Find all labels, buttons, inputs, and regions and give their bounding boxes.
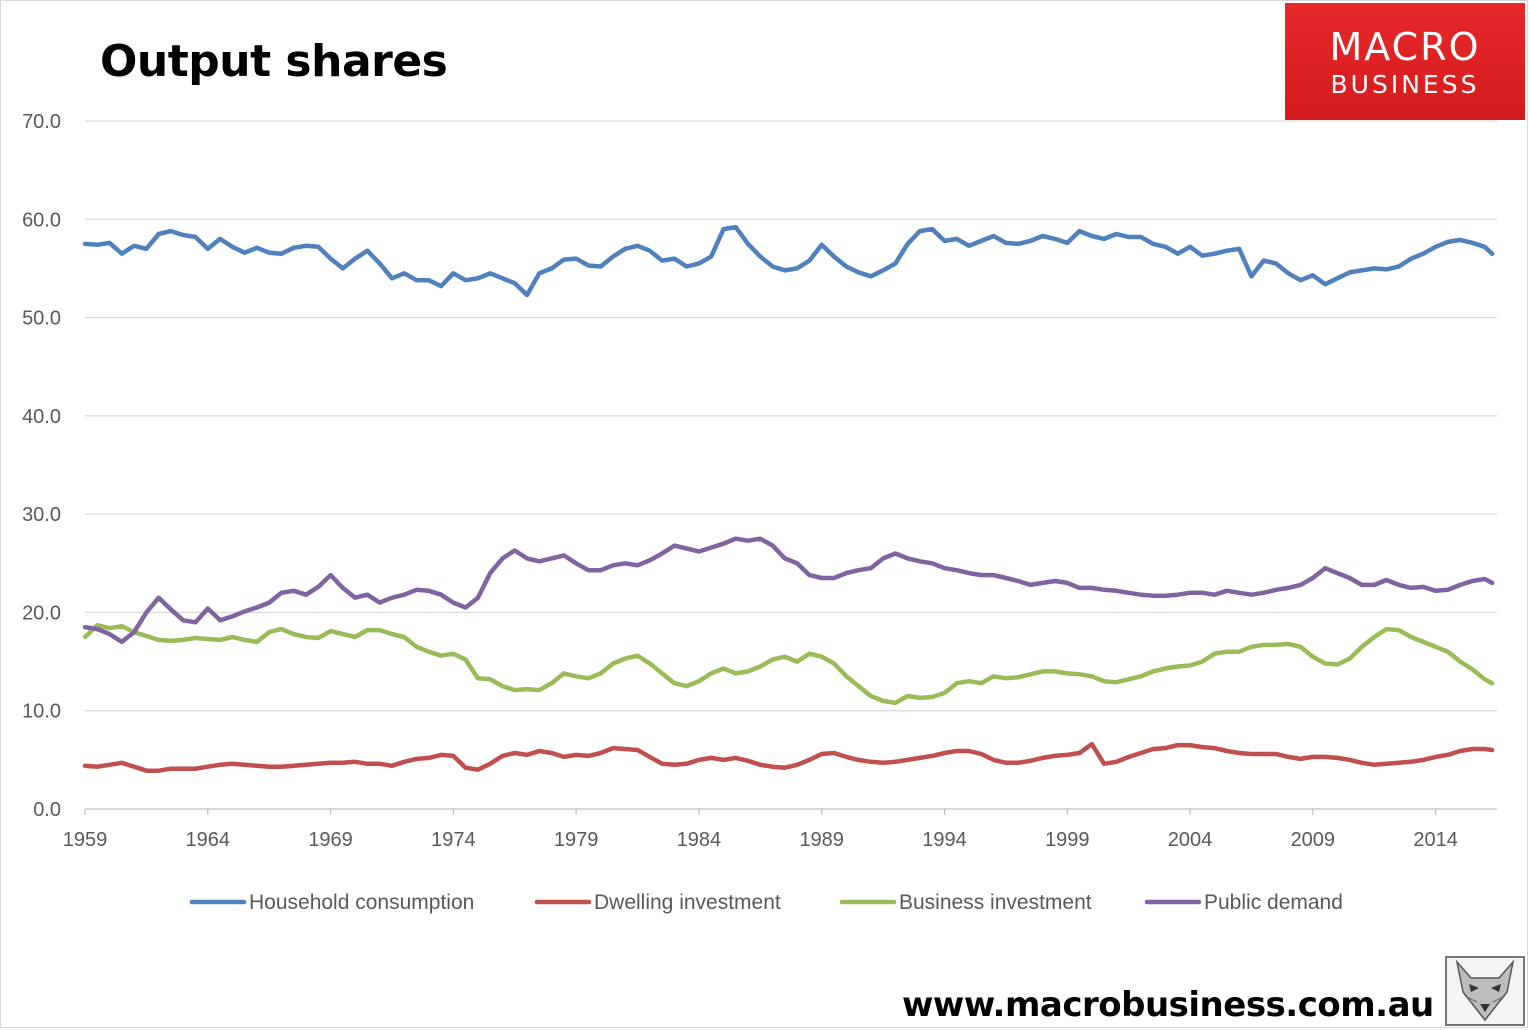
- x-tick-label: 1979: [554, 829, 599, 851]
- x-tick-label: 1999: [1045, 829, 1090, 851]
- y-tick-label: 20.0: [22, 602, 61, 624]
- chart-title: Output shares: [100, 36, 448, 87]
- macrobusiness-logo: MACRO BUSINESS: [1285, 3, 1525, 120]
- x-tick-label: 1984: [677, 829, 722, 851]
- x-tick-label: 1964: [186, 829, 231, 851]
- fox-icon: [1445, 956, 1525, 1026]
- legend-label-3: Business investment: [899, 891, 1092, 914]
- legend: Household consumption Dwelling investment…: [189, 891, 1343, 914]
- series-group: [82, 224, 1495, 773]
- website-url: www.macrobusiness.com.au: [902, 985, 1434, 1025]
- x-tick-label: 1969: [308, 829, 353, 851]
- legend-label-4: Public demand: [1204, 891, 1343, 914]
- x-tick-label: 1974: [431, 829, 476, 851]
- gridlines: [85, 120, 1497, 712]
- y-axis-ticks: 0.0 10.0 20.0 30.0 40.0 50.0 60.0 70.0: [22, 111, 61, 821]
- y-tick-label: 30.0: [22, 504, 61, 526]
- y-tick-label: 50.0: [22, 308, 61, 330]
- y-tick-label: 60.0: [22, 209, 61, 231]
- x-tick-label: 1994: [922, 829, 967, 851]
- x-axis: [84, 808, 1497, 815]
- x-tick-label: 2014: [1413, 829, 1458, 851]
- x-tick-label: 2009: [1291, 829, 1336, 851]
- logo-line-2: BUSINESS: [1330, 70, 1480, 99]
- y-tick-label: 10.0: [22, 701, 61, 723]
- logo-line-1: MACRO: [1329, 25, 1481, 69]
- x-tick-label: 1959: [63, 829, 108, 851]
- series-line-2: [82, 741, 1495, 773]
- series-line-3: [82, 622, 1495, 706]
- series-line-1: [82, 224, 1495, 298]
- x-tick-label: 1989: [799, 829, 844, 851]
- y-tick-label: 40.0: [22, 406, 61, 428]
- line-chart: 0.0 10.0 20.0 30.0 40.0 50.0 60.0 70.0 1959 1964…: [22, 111, 1497, 914]
- legend-label-2: Dwelling investment: [594, 891, 781, 914]
- x-tick-label: 2004: [1168, 829, 1213, 851]
- y-tick-label: 0.0: [33, 799, 61, 821]
- y-tick-label: 70.0: [22, 111, 61, 133]
- x-axis-ticks: 1959 1964 1969 1974 1979 1984 1989 1994 1999 2004…: [63, 829, 1458, 851]
- legend-label-1: Household consumption: [249, 891, 474, 914]
- series-line-4: [82, 536, 1495, 645]
